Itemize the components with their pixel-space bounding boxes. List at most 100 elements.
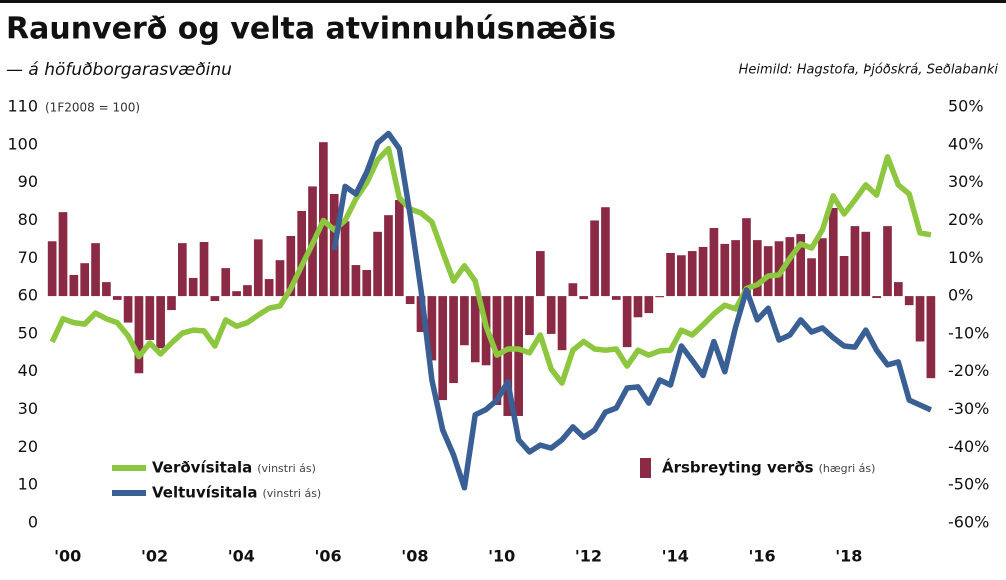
bar — [904, 296, 914, 306]
bar — [926, 296, 936, 379]
bar — [807, 258, 816, 297]
legend-swatch — [640, 458, 651, 478]
line — [49, 145, 932, 386]
y-tick-label: 20 — [18, 437, 38, 456]
bar — [384, 215, 393, 297]
y-tick-label: 30 — [18, 399, 38, 418]
bar — [883, 226, 892, 297]
bar — [362, 269, 372, 297]
bar — [297, 211, 307, 297]
bar — [156, 296, 165, 349]
bar — [861, 231, 871, 297]
y-tick-label: 40 — [18, 361, 38, 380]
bar — [894, 282, 903, 297]
bar — [525, 296, 534, 336]
bar — [470, 296, 480, 363]
bar — [742, 218, 751, 297]
bar — [134, 296, 144, 374]
x-tick-label: '02 — [141, 547, 168, 566]
bar — [720, 243, 730, 297]
bar — [199, 242, 209, 297]
bar — [188, 277, 198, 297]
bar — [839, 256, 849, 297]
y2-tick-label: -10% — [948, 323, 989, 342]
x-tick-label: '04 — [228, 547, 255, 566]
y2-tick-label: -60% — [948, 513, 989, 532]
bar — [123, 296, 133, 323]
x-tick-label: '14 — [662, 547, 689, 566]
y-tick-label: 10 — [18, 475, 38, 494]
bar — [677, 255, 686, 297]
bar — [264, 279, 274, 297]
y-tick-label: 80 — [18, 210, 38, 229]
bar — [709, 228, 719, 297]
x-tick-label: '10 — [488, 547, 515, 566]
bar — [774, 241, 784, 297]
bar — [850, 226, 860, 297]
bar — [253, 239, 263, 297]
y2-tick-label: -20% — [948, 361, 989, 380]
legend-note: (vinstri ás) — [257, 462, 316, 475]
bar — [438, 296, 448, 401]
bar — [666, 252, 675, 297]
bar — [91, 243, 100, 297]
bar — [785, 237, 795, 297]
source: Heimild: Hagstofa, Þjóðskrá, Seðlabanki — [739, 63, 999, 78]
bar — [622, 296, 632, 348]
bar — [373, 231, 382, 297]
bar — [535, 251, 545, 297]
bar — [177, 243, 187, 297]
legend-label: Veltuvísitala — [152, 484, 258, 502]
bar — [47, 241, 57, 297]
bar — [557, 296, 567, 351]
bar — [167, 296, 176, 311]
bar — [752, 240, 762, 297]
y-tick-label: 50 — [18, 323, 38, 342]
bar — [644, 296, 654, 314]
x-tick-label: '18 — [835, 547, 862, 566]
bar — [351, 265, 361, 297]
bar — [405, 296, 415, 305]
line — [331, 130, 933, 491]
bar — [286, 235, 296, 297]
bar — [449, 296, 458, 384]
bar — [872, 296, 881, 298]
bar — [145, 296, 155, 340]
bar — [275, 260, 285, 297]
bar — [731, 240, 740, 297]
bar — [460, 296, 469, 346]
top-rule — [0, 0, 1006, 3]
bar — [416, 296, 426, 333]
y2-tick-label: 30% — [948, 172, 984, 191]
bar — [568, 283, 578, 297]
bar — [69, 274, 79, 297]
x-tick-label: '08 — [401, 547, 428, 566]
y2-tick-label: 10% — [948, 248, 984, 267]
x-tick-label: '12 — [575, 547, 602, 566]
y2-tick-label: 20% — [948, 210, 984, 229]
bar — [579, 296, 589, 300]
y-tick-label: 70 — [18, 248, 38, 267]
bar — [514, 296, 523, 416]
chart-title: Raunverð og velta atvinnuhúsnæðis — [6, 12, 616, 47]
y-tick-label: 110 — [7, 97, 38, 116]
bar — [915, 296, 925, 342]
legend-note: (hægri ás) — [819, 462, 876, 475]
y2-tick-label: 50% — [948, 97, 984, 116]
bar — [427, 296, 437, 361]
y2-tick-label: 40% — [948, 134, 984, 153]
axis-note: (1F2008 = 100) — [45, 101, 140, 115]
legend-label: Ársbreyting verðs — [662, 458, 814, 477]
y2-tick-label: -40% — [948, 437, 989, 456]
bar — [546, 296, 556, 334]
y2-tick-label: -50% — [948, 475, 989, 494]
y-tick-label: 100 — [7, 134, 38, 153]
y-tick-label: 90 — [18, 172, 38, 191]
bar — [763, 246, 773, 297]
bar — [698, 246, 708, 297]
bar — [232, 291, 241, 297]
bar — [80, 263, 90, 297]
chart-subtitle: — á höfuðborgarasvæðinu — [6, 60, 232, 80]
legend-label: Verðvísitala — [152, 459, 252, 477]
